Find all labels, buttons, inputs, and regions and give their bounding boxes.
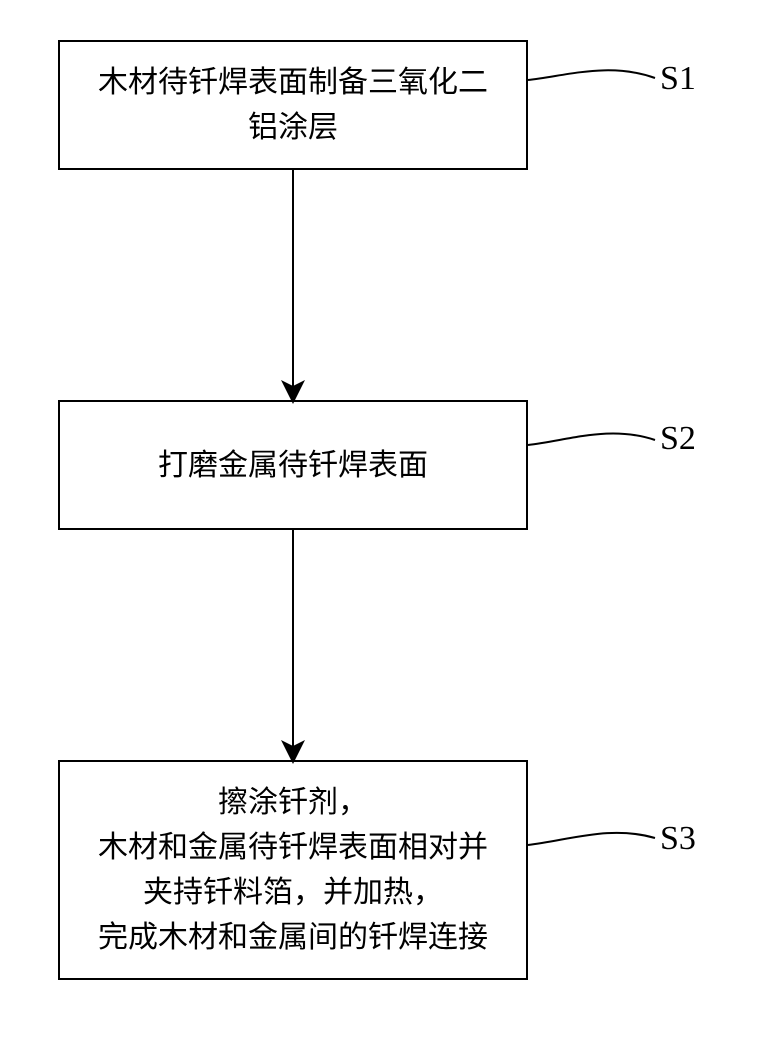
- flowchart-canvas: 木材待钎焊表面制备三氧化二 铝涂层 打磨金属待钎焊表面 擦涂钎剂， 木材和金属待…: [0, 0, 774, 1040]
- flowchart-edge-e2: [0, 0, 774, 1040]
